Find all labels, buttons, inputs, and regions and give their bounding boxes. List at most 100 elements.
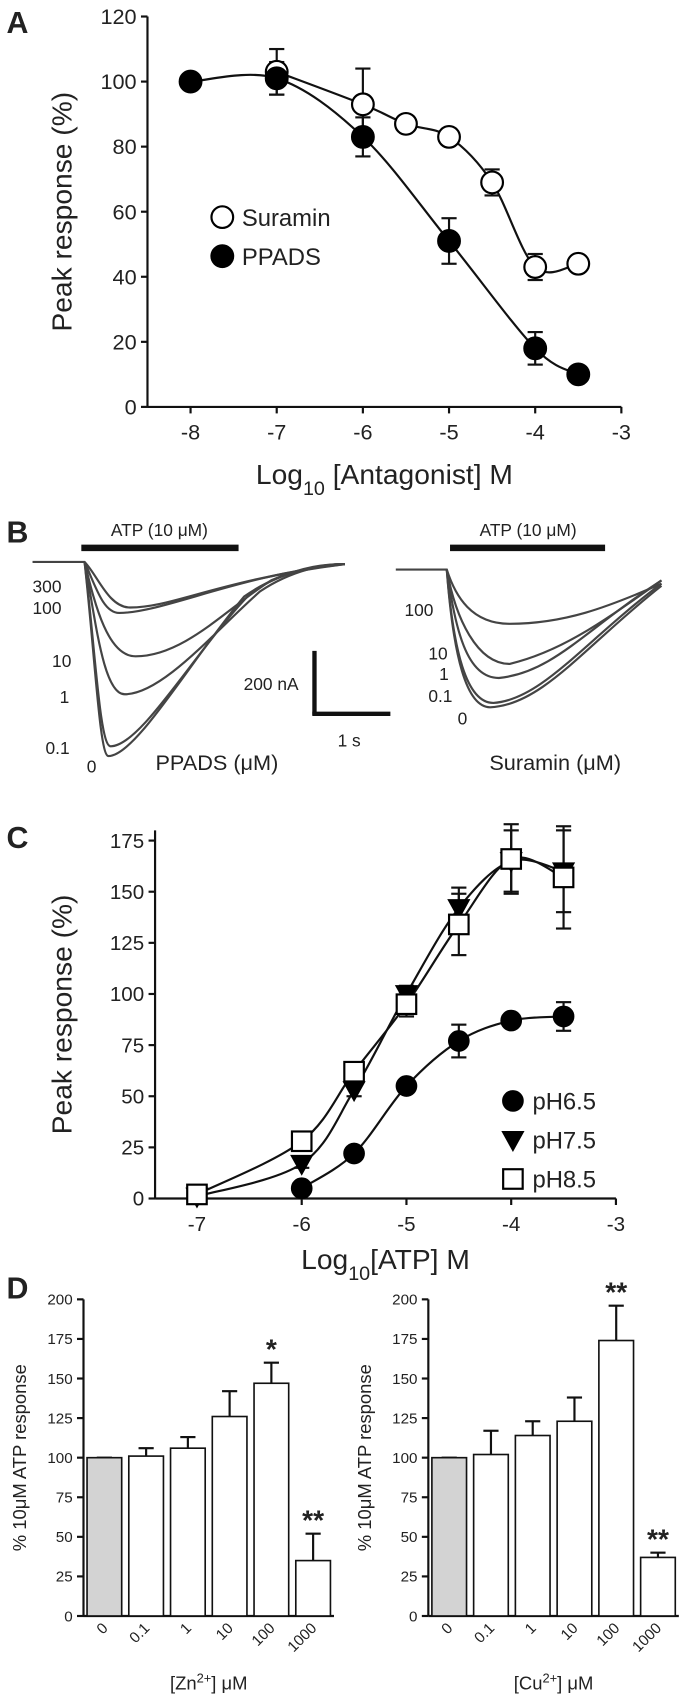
error-bar xyxy=(305,1532,321,1561)
concentration-label: 0 xyxy=(458,709,468,729)
concentration-label: 0.1 xyxy=(46,738,70,758)
y-tick-label: 60 xyxy=(113,199,137,224)
marker xyxy=(500,1009,523,1032)
marker xyxy=(523,255,548,279)
x-tick-label: 1 xyxy=(522,1620,540,1638)
y-tick-label: 120 xyxy=(100,4,136,29)
marker xyxy=(552,1005,575,1028)
x-tick-label: -6 xyxy=(293,1213,311,1236)
x-axis-label-part: 2+ xyxy=(197,1670,212,1685)
y-tick-label: 200 xyxy=(47,1292,72,1309)
legend-label: pH6.5 xyxy=(532,1089,596,1116)
y-tick-label: 25 xyxy=(121,1137,144,1160)
x-axis-label-part: [ATP] M xyxy=(370,1243,470,1275)
y-tick-label: 175 xyxy=(47,1331,72,1348)
bar xyxy=(598,1339,635,1617)
x-tick-label: 1000 xyxy=(284,1620,320,1656)
current-trace xyxy=(445,569,663,709)
panel-label: B xyxy=(7,516,29,549)
marker xyxy=(566,362,591,387)
marker xyxy=(395,1075,418,1097)
marker xyxy=(480,170,505,195)
marker xyxy=(523,336,548,361)
x-tick-label: 1000 xyxy=(629,1620,665,1656)
significance-marker: ** xyxy=(605,1275,627,1307)
stimulus-label: ATP (10 μM) xyxy=(111,520,208,540)
bar xyxy=(86,1456,123,1617)
y-tick-label: 40 xyxy=(113,264,137,289)
marker xyxy=(566,251,591,276)
y-tick-label: 50 xyxy=(401,1529,418,1546)
x-tick-label: -3 xyxy=(612,419,631,444)
current-trace xyxy=(445,569,663,680)
bar xyxy=(127,1455,165,1617)
y-tick-label: 75 xyxy=(121,1034,144,1057)
x-tick-label: 0.1 xyxy=(126,1620,153,1647)
x-tick-label: -3 xyxy=(607,1213,625,1236)
x-tick-label: 0 xyxy=(438,1620,456,1638)
panel-label: D xyxy=(7,1272,29,1305)
x-axis-label-part: [Zn xyxy=(170,1673,197,1694)
legend-marker xyxy=(502,1090,524,1112)
x-axis-label-part: Log xyxy=(301,1243,348,1275)
y-tick-label: 125 xyxy=(110,932,144,955)
x-axis-label: [Cu2+] μM xyxy=(514,1670,594,1694)
marker xyxy=(447,1030,470,1052)
bar xyxy=(431,1456,468,1617)
y-tick-label: 50 xyxy=(121,1085,144,1108)
marker xyxy=(178,69,203,94)
x-axis-label: Log10 [Antagonist] M xyxy=(256,458,513,500)
antagonist-label: Suramin (μM) xyxy=(489,750,621,775)
stimulus-label: ATP (10 μM) xyxy=(480,520,577,540)
error-bar xyxy=(222,1390,238,1417)
marker xyxy=(447,913,470,936)
x-tick-label: -6 xyxy=(353,419,372,444)
y-axis-label: % 10μM ATP response xyxy=(9,1364,30,1551)
x-axis-label-part: 10 xyxy=(303,478,325,500)
x-tick-label: -4 xyxy=(526,419,545,444)
marker xyxy=(290,1130,313,1153)
bar xyxy=(211,1415,248,1617)
x-tick-label: -7 xyxy=(188,1213,206,1236)
x-tick-label: 0.1 xyxy=(471,1620,498,1647)
panel-label: A xyxy=(7,7,29,40)
current-trace xyxy=(83,561,345,615)
current-trace xyxy=(445,569,663,705)
bar xyxy=(472,1453,510,1617)
y-tick-label: 25 xyxy=(56,1569,73,1586)
y-tick-label: 25 xyxy=(401,1569,418,1586)
x-axis-label-part: [Cu xyxy=(514,1673,543,1694)
y-tick-label: 100 xyxy=(47,1450,72,1467)
y-axis-label: Peak response (%) xyxy=(46,895,78,1135)
current-trace xyxy=(83,561,345,658)
y-tick-label: 200 xyxy=(392,1292,417,1309)
legend-marker xyxy=(502,1168,524,1190)
marker xyxy=(290,1177,313,1200)
concentration-label: 0 xyxy=(87,756,97,776)
y-tick-label: 80 xyxy=(113,134,137,159)
x-axis-label: [Zn2+] μM xyxy=(170,1670,248,1694)
concentration-label: 100 xyxy=(33,598,62,618)
y-tick-label: 100 xyxy=(392,1450,417,1467)
error-bar xyxy=(566,1396,583,1422)
legend-label: PPADS xyxy=(242,244,321,271)
y-tick-label: 150 xyxy=(110,881,144,904)
bar xyxy=(556,1420,593,1617)
concentration-label: 10 xyxy=(428,644,447,664)
marker xyxy=(394,111,418,136)
legend-label: pH8.5 xyxy=(532,1167,596,1194)
current-trace xyxy=(32,560,345,609)
x-axis-label-part: ] μM xyxy=(211,1673,247,1694)
x-tick-label: 10 xyxy=(213,1620,237,1644)
x-tick-label: -5 xyxy=(397,1213,415,1236)
legend-marker xyxy=(501,1131,525,1152)
x-axis-label-part: ] μM xyxy=(557,1673,593,1694)
marker xyxy=(264,66,289,91)
marker xyxy=(350,92,375,117)
x-tick-label: -7 xyxy=(267,419,286,444)
concentration-label: 1 xyxy=(60,687,70,707)
x-axis-label-part: Log xyxy=(256,458,303,490)
x-tick-label: 100 xyxy=(249,1620,279,1650)
x-tick-label: -8 xyxy=(181,419,200,444)
y-tick-label: 125 xyxy=(47,1410,72,1427)
